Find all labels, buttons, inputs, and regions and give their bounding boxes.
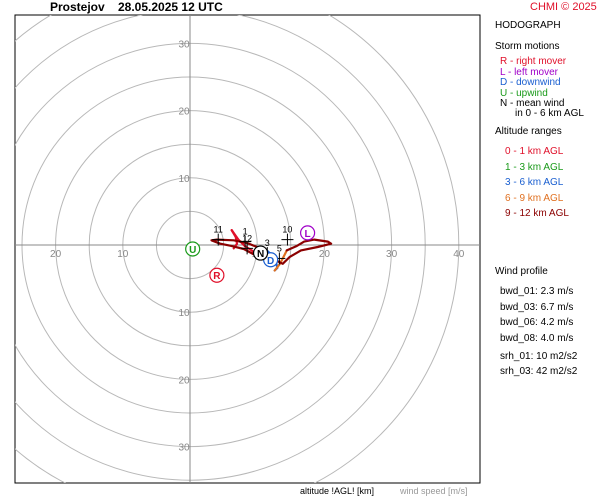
storm-label-n: N: [257, 249, 264, 260]
station-title: Prostejov: [50, 0, 105, 14]
tick-label-left: 20: [50, 249, 62, 260]
plot-frame: [14, 14, 481, 484]
altitude-range-item: 3 - 6 km AGL: [505, 177, 564, 188]
storm-marker-u: [185, 241, 201, 257]
tick-label-up: 30: [178, 39, 190, 50]
storm-label-l: L: [305, 229, 311, 240]
storm-label-u: U: [189, 245, 196, 256]
height-label: 11: [214, 225, 223, 235]
mean-wind-note: in 0 - 6 km AGL: [515, 108, 584, 119]
wind-profile-title: Wind profile: [495, 266, 548, 277]
tick-label-down: 10: [178, 308, 190, 319]
tick-label-right: 40: [453, 249, 465, 260]
altitude-ranges-title: Altitude ranges: [495, 126, 562, 137]
tick-label-right: 30: [386, 249, 398, 260]
altitude-range-item: 1 - 3 km AGL: [505, 161, 564, 173]
altitude-range-item: 0 - 1 km AGL: [505, 146, 564, 157]
tick-label-left: 10: [117, 249, 129, 260]
storm-label-r: R: [213, 271, 221, 282]
storm-marker-n: [252, 245, 269, 261]
storm-motion-item: D - downwind: [500, 77, 561, 88]
height-label: 12: [242, 233, 252, 243]
datetime-title: 28.05.2025 12 UTC: [118, 0, 223, 14]
storm-label-d: D: [267, 256, 274, 267]
wind-speed-axis-label: wind speed [m/s]: [400, 486, 468, 496]
srh-item: srh_01: 10 m2/s2: [500, 351, 578, 362]
wind-profile-item: bwd_03: 6.7 m/s: [500, 301, 574, 313]
height-label: 10: [282, 225, 292, 235]
height-label: 3: [265, 238, 270, 248]
copyright-label: CHMI © 2025: [530, 1, 597, 13]
storm-marker-l: [300, 225, 316, 241]
storm-motions-title: Storm motions: [495, 41, 560, 52]
tick-label-up: 10: [178, 174, 190, 185]
tick-label-down: 30: [178, 443, 190, 454]
altitude-range-item: 6 - 9 km AGL: [505, 192, 564, 204]
hodograph-segment: [273, 249, 288, 272]
altitude-axis-label: altitude !AGL! [km]: [300, 486, 375, 496]
storm-motion-item: R - right mover: [500, 56, 567, 67]
tick-label-up: 20: [178, 107, 190, 118]
wind-profile-item: bwd_01: 2.3 m/s: [500, 286, 574, 297]
altitude-range-item: 9 - 12 km AGL: [505, 208, 569, 219]
srh-item: srh_03: 42 m2/s2: [500, 366, 578, 377]
storm-marker-r: [209, 267, 225, 283]
storm-motion-item: U - upwind: [500, 87, 548, 99]
tick-label-down: 20: [178, 375, 190, 386]
storm-motion-item: N - mean wind: [500, 98, 565, 109]
wind-profile-item: bwd_06: 4.2 m/s: [500, 317, 574, 328]
height-label: 5: [277, 243, 282, 253]
height-label: 1: [243, 227, 248, 237]
storm-motion-item: L - left mover: [500, 66, 558, 78]
wind-profile-item: bwd_08: 4.0 m/s: [500, 332, 574, 344]
panel-title: HODOGRAPH: [495, 20, 561, 31]
tick-label-right: 20: [319, 249, 331, 260]
